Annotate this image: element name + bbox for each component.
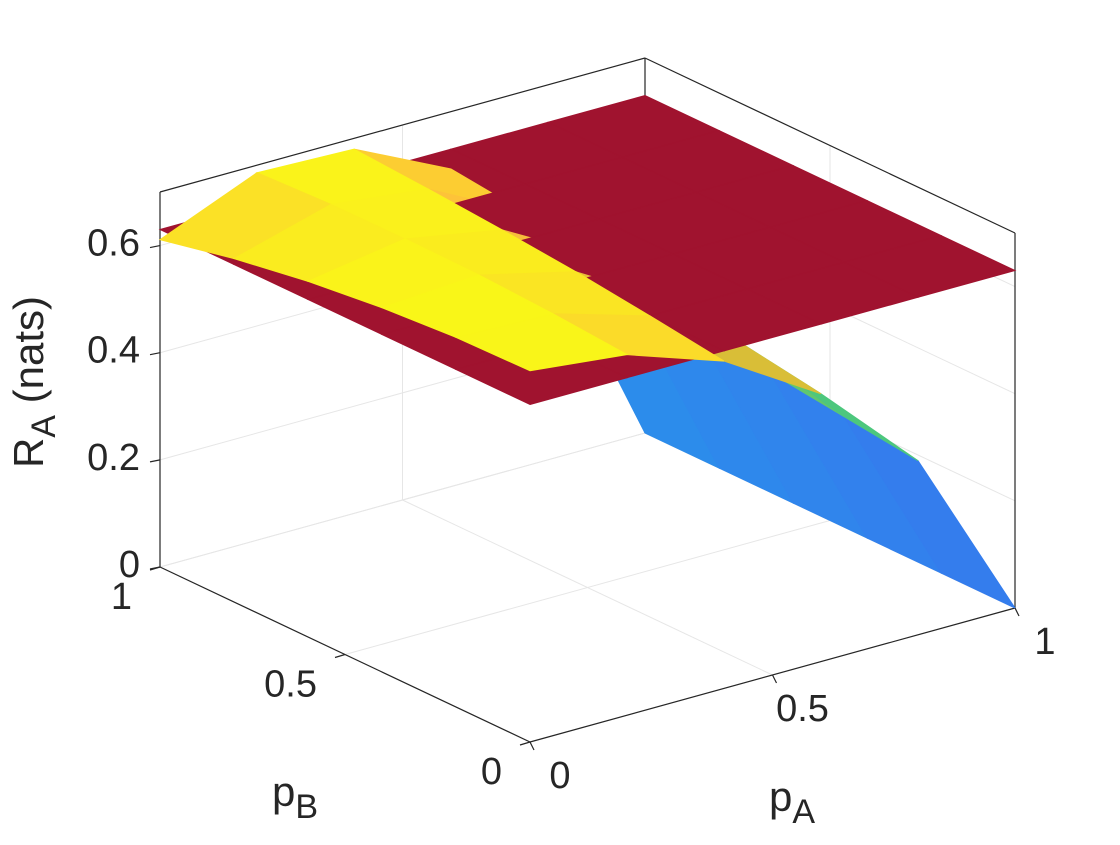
z-axis-label: RA (nats) [5,296,63,468]
z-tick-label: 0.2 [87,437,140,479]
grid-line [344,520,831,655]
x-tick-label: 0.5 [776,688,829,730]
y-axis-label-part: B [295,788,318,826]
z-axis-label-part: (nats) [5,296,52,415]
grid-line [159,432,646,568]
z-axis-label-part: R [5,438,52,468]
z-tick-label: 0 [119,544,140,586]
z-tick-label: 0.6 [87,223,140,265]
tick-mark [149,352,161,356]
x-axis-label: pA [769,773,815,831]
tick-mark [1014,607,1020,617]
y-tick-label: 0.5 [264,664,317,706]
tick-mark [519,741,531,746]
surface-patch [454,313,629,372]
axis-line [644,57,1016,234]
y-tick-label: 0 [481,751,502,793]
x-axis-label-part: A [792,793,815,831]
z-tick-label: 0.4 [87,330,140,372]
y-axis-label: pB [272,768,318,826]
x-tick-label: 0 [549,755,570,797]
y-axis-label-part: p [272,768,295,815]
x-axis-label-part: p [769,773,792,820]
y-tick-label: 1 [111,576,132,618]
tick-mark [149,566,161,571]
x-tick-label: 1 [1034,621,1055,663]
tick-mark [149,244,161,249]
tick-mark [334,653,346,659]
tick-mark [529,741,535,751]
axis-line [159,57,646,193]
z-axis-label-part: A [25,415,63,438]
tick-mark [149,459,161,463]
surfaces [158,94,1017,610]
tick-mark [771,674,778,684]
